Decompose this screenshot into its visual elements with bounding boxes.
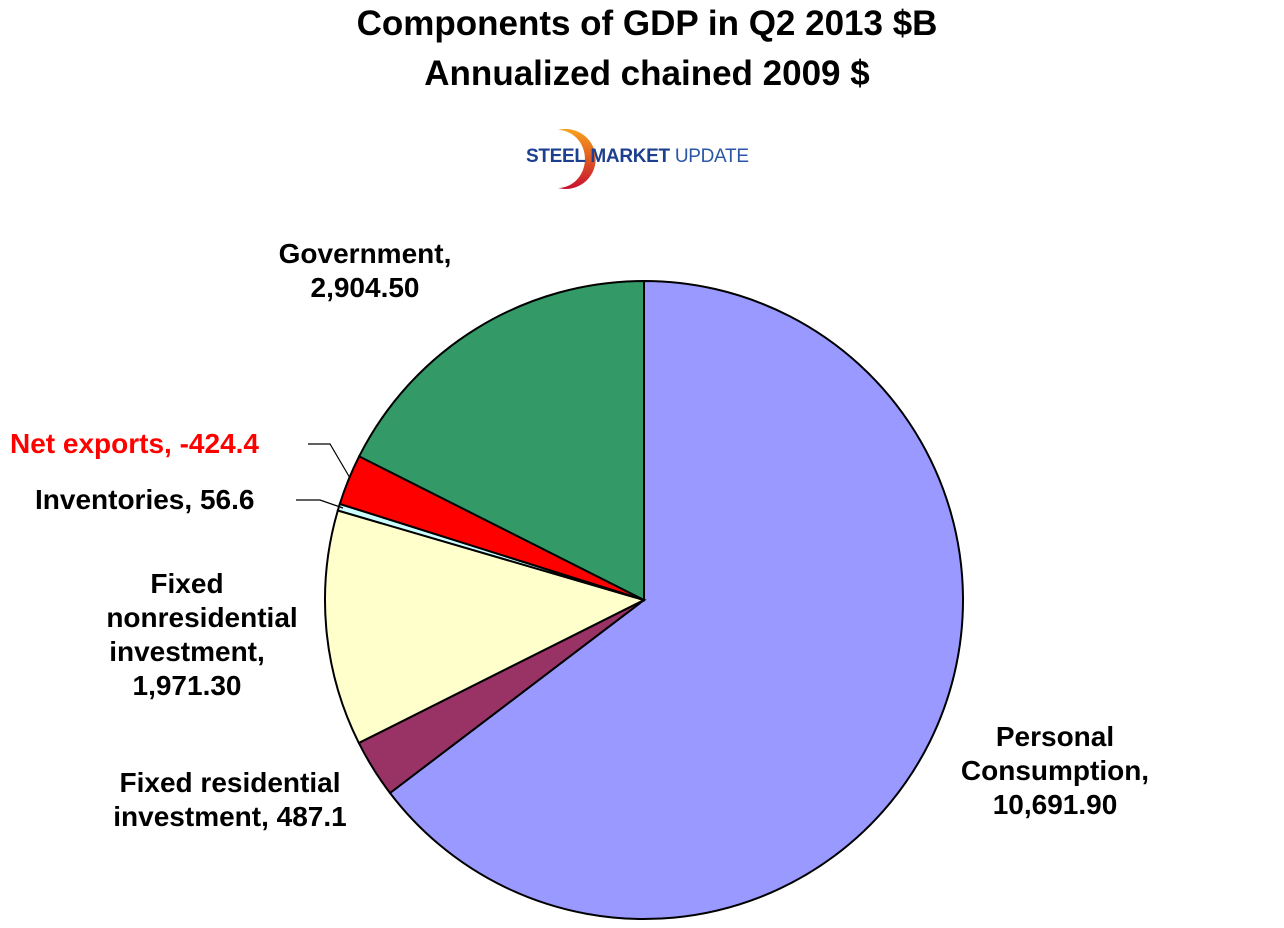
label-line: Consumption, xyxy=(960,755,1150,786)
label-inventories: Inventories, 56.6 xyxy=(35,484,255,515)
label-line: investment, xyxy=(109,636,265,667)
logo-word: STEEL xyxy=(526,146,586,167)
label-line: Government, xyxy=(278,238,452,269)
chart-title: Components of GDP in Q2 2013 $B xyxy=(356,4,938,43)
logo-word: UPDATE xyxy=(674,146,749,167)
label-net-exports: Net exports, -424.4 xyxy=(10,428,259,459)
label-line: 2,904.50 xyxy=(310,272,420,303)
logo-word: MARKET xyxy=(590,146,670,167)
label-line: Fixed residential xyxy=(119,767,341,798)
label-line: 10,691.90 xyxy=(992,789,1118,820)
pie-slice-fixed-nonresidential-investment xyxy=(324,509,647,745)
label-personal-consumption: Personal Consumption, 10,691.90 xyxy=(935,720,1175,822)
logo-swoosh-icon xyxy=(558,129,596,189)
leader-line-net-exports xyxy=(308,443,351,479)
label-line: Personal xyxy=(995,721,1115,752)
label-line: nonresidential xyxy=(106,602,298,633)
steel-market-update-logo: STEEL MARKET UPDATE xyxy=(520,122,760,192)
label-government: Government, 2,904.50 xyxy=(250,237,480,305)
label-line: Fixed xyxy=(150,568,224,599)
chart-subtitle: Annualized chained 2009 $ xyxy=(424,54,870,93)
label-fixed-residential: Fixed residential investment, 487.1 xyxy=(85,766,375,834)
pie-slice-personal-consumption xyxy=(388,279,964,920)
leader-line-inventories xyxy=(296,499,344,509)
pie-slice-government xyxy=(357,279,645,602)
label-line: investment, 487.1 xyxy=(113,801,347,832)
label-fixed-nonresidential: Fixed nonresidential investment, 1,971.3… xyxy=(72,567,332,703)
label-line: 1,971.30 xyxy=(132,670,242,701)
